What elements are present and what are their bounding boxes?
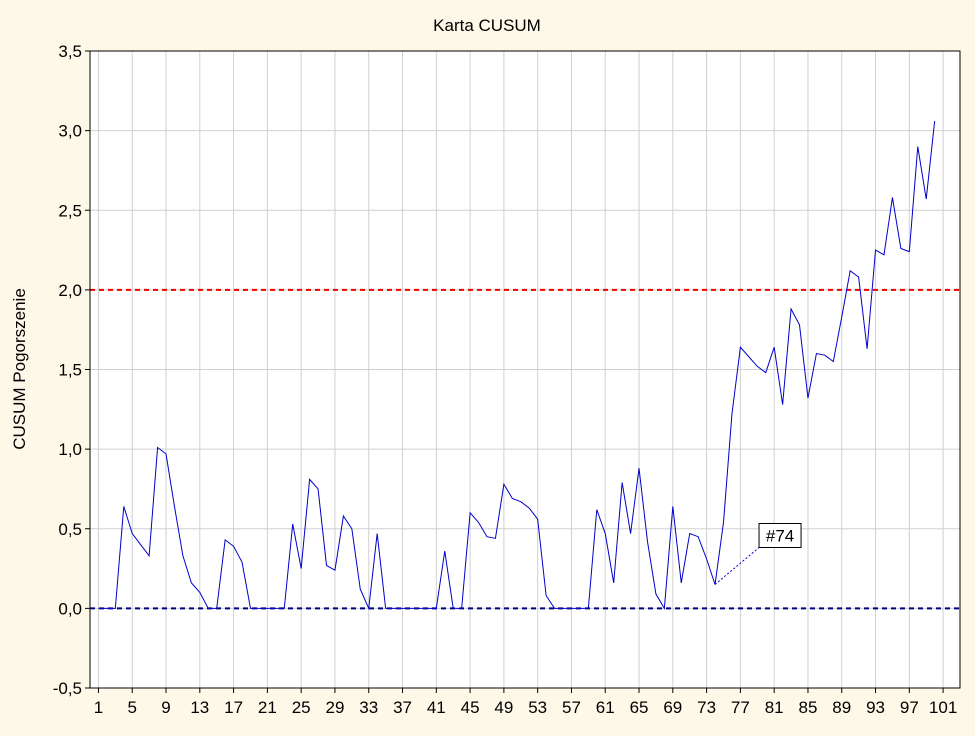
x-tick-label: 45	[461, 698, 480, 717]
x-tick-label: 49	[494, 698, 513, 717]
x-tick-label: 57	[562, 698, 581, 717]
y-axis-label: CUSUM Pogorszenie	[10, 288, 29, 450]
y-tick-label: 1,0	[58, 440, 82, 459]
x-tick-label: 37	[393, 698, 412, 717]
x-tick-label: 33	[359, 698, 378, 717]
plot-border	[89, 50, 961, 689]
x-tick-label: 89	[832, 698, 851, 717]
plot-area: 1 5 9 13 17 21 25 29 33 37 41 45 49 53 57 61 65 69 73 77 81 8…	[53, 42, 961, 717]
x-tick-label: 97	[900, 698, 919, 717]
x-tick-label: 25	[292, 698, 311, 717]
y-tick-label: 3,5	[58, 42, 82, 61]
y-tick-label: 2,0	[58, 281, 82, 300]
x-tick-label: 1	[94, 698, 103, 717]
y-tick-label: 2,5	[58, 201, 82, 220]
y-tick-label: -0,5	[53, 679, 82, 698]
x-tick-label: 17	[224, 698, 243, 717]
x-tick-label: 29	[325, 698, 344, 717]
x-tick-label: 77	[731, 698, 750, 717]
annotation-leader-line	[714, 547, 760, 585]
annotation-box	[758, 522, 802, 548]
x-tick-label: 9	[161, 698, 170, 717]
x-tick-label: 93	[866, 698, 885, 717]
chart-title: Karta CUSUM	[433, 16, 541, 35]
x-tick-label: 81	[765, 698, 784, 717]
x-tick-label: 53	[528, 698, 547, 717]
y-tick-label: 1,5	[58, 361, 82, 380]
x-tick-label: 69	[663, 698, 682, 717]
x-tick-label: 41	[427, 698, 446, 717]
x-tick-label: 65	[630, 698, 649, 717]
x-tick-label: 85	[799, 698, 818, 717]
x-tick-label: 73	[697, 698, 716, 717]
x-tick-label: 13	[190, 698, 209, 717]
x-tick-label: 5	[127, 698, 136, 717]
annotation-label: #74	[766, 526, 794, 545]
y-tick-label: 0,5	[58, 520, 82, 539]
y-tick-label: 0,0	[58, 599, 82, 618]
x-tick-label: 21	[258, 698, 277, 717]
x-tick-label: 101	[929, 698, 957, 717]
x-tick-label: 61	[596, 698, 615, 717]
y-tick-label: 3,0	[58, 122, 82, 141]
cusum-series-line	[98, 121, 936, 611]
